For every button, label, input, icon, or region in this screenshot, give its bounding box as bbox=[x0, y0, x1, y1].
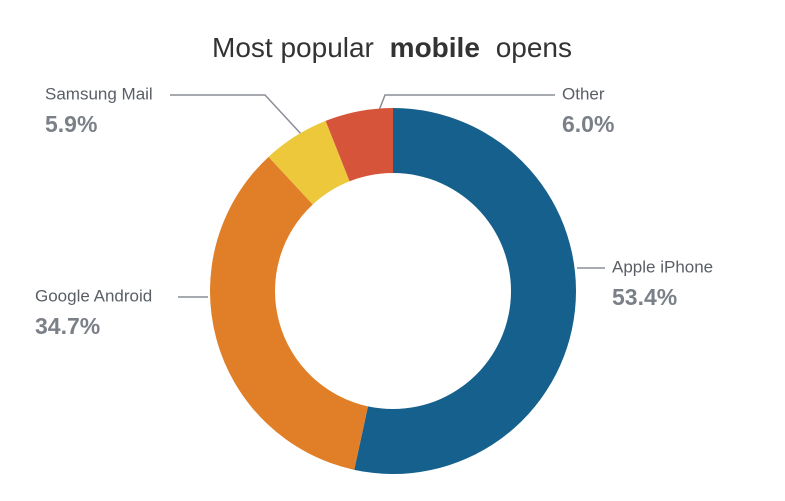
value-label: 53.4% bbox=[612, 284, 677, 310]
slice-label: Apple iPhone bbox=[612, 257, 713, 276]
value-label: 6.0% bbox=[562, 111, 614, 137]
leader-line bbox=[377, 94, 555, 114]
title-part: mobile bbox=[390, 32, 480, 63]
slice-label: Other bbox=[562, 84, 605, 103]
slice bbox=[268, 120, 350, 205]
slice bbox=[354, 108, 577, 475]
leader-line bbox=[170, 94, 303, 136]
value-label: 34.7% bbox=[35, 313, 100, 339]
slice bbox=[210, 156, 368, 470]
title-part: Most popular bbox=[212, 32, 374, 63]
title-part: opens bbox=[496, 32, 572, 63]
value-label: 5.9% bbox=[45, 111, 97, 137]
slice bbox=[325, 108, 393, 182]
slice-label: Samsung Mail bbox=[45, 84, 153, 103]
slice-label: Google Android bbox=[35, 286, 152, 305]
chart-title: Most popular mobile opens bbox=[212, 32, 572, 63]
